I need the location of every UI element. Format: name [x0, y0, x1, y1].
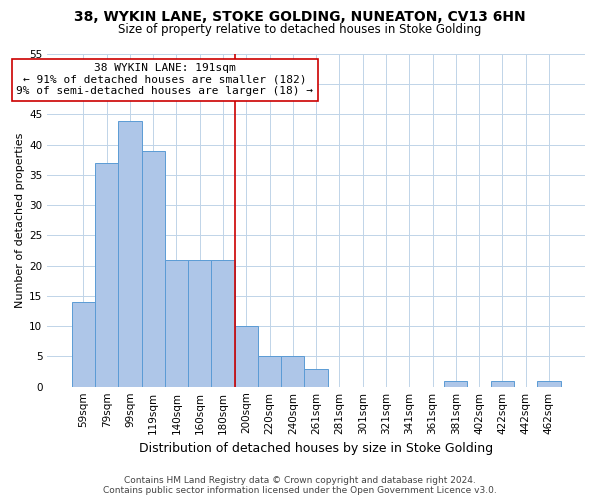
Bar	[142, 151, 165, 386]
Bar	[211, 260, 235, 386]
Y-axis label: Number of detached properties: Number of detached properties	[15, 132, 25, 308]
Bar	[444, 380, 467, 386]
Bar	[304, 368, 328, 386]
Bar	[258, 356, 281, 386]
Text: 38 WYKIN LANE: 191sqm
← 91% of detached houses are smaller (182)
9% of semi-deta: 38 WYKIN LANE: 191sqm ← 91% of detached …	[16, 63, 313, 96]
X-axis label: Distribution of detached houses by size in Stoke Golding: Distribution of detached houses by size …	[139, 442, 493, 455]
Bar	[118, 120, 142, 386]
Bar	[281, 356, 304, 386]
Text: Size of property relative to detached houses in Stoke Golding: Size of property relative to detached ho…	[118, 22, 482, 36]
Bar	[72, 302, 95, 386]
Bar	[235, 326, 258, 386]
Bar	[537, 380, 560, 386]
Text: 38, WYKIN LANE, STOKE GOLDING, NUNEATON, CV13 6HN: 38, WYKIN LANE, STOKE GOLDING, NUNEATON,…	[74, 10, 526, 24]
Bar	[491, 380, 514, 386]
Bar	[188, 260, 211, 386]
Bar	[95, 163, 118, 386]
Bar	[165, 260, 188, 386]
Text: Contains HM Land Registry data © Crown copyright and database right 2024.
Contai: Contains HM Land Registry data © Crown c…	[103, 476, 497, 495]
